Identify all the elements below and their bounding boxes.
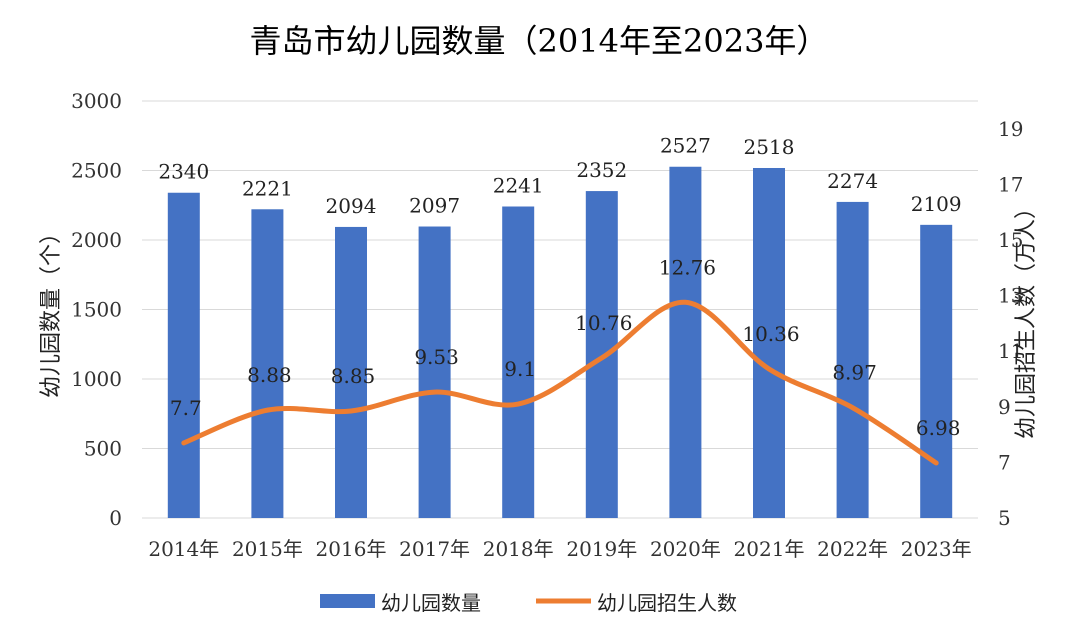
legend-bar-label: 幼儿园数量 (381, 591, 481, 615)
right-tick-label: 5 (998, 506, 1011, 530)
x-axis-ticks: 2014年 2015年 2016年 2017年 2018年 2019年 2020年 2021年… (148, 537, 971, 561)
line-data-label: 10.76 (575, 311, 632, 335)
x-tick-label: 2014年 (148, 537, 219, 561)
left-tick-label: 2000 (71, 228, 122, 252)
bar (920, 224, 953, 518)
bar (502, 206, 535, 518)
x-tick-label: 2023年 (901, 537, 972, 561)
line-data-label: 10.36 (742, 322, 799, 346)
line-data-label: 8.97 (832, 361, 877, 385)
right-axis-label: 幼儿园招生人数（万人） (1014, 197, 1039, 439)
x-tick-label: 2019年 (566, 537, 637, 561)
line-data-label: 9.53 (414, 345, 459, 369)
x-tick-label: 2015年 (232, 537, 303, 561)
line-data-label: 7.7 (170, 396, 202, 420)
bar-data-label: 2109 (911, 192, 962, 216)
line-data-label: 6.98 (916, 416, 961, 440)
right-tick-label: 11 (998, 339, 1023, 363)
legend-line-label: 幼儿园招生人数 (597, 591, 737, 615)
line-data-label: 9.1 (504, 357, 536, 381)
left-tick-label: 2500 (71, 159, 122, 183)
left-axis-ticks: 0 500 1000 1500 2000 2500 3000 (71, 89, 122, 530)
bar-data-label: 2097 (409, 194, 460, 218)
bar-data-label: 2527 (660, 134, 711, 158)
x-tick-label: 2016年 (316, 537, 387, 561)
bar (418, 226, 451, 518)
right-tick-label: 13 (998, 284, 1023, 308)
series-line (181, 299, 939, 466)
right-tick-label: 17 (998, 172, 1023, 196)
left-tick-label: 3000 (71, 89, 122, 113)
bar-data-label: 2274 (827, 169, 878, 193)
chart-title: 青岛市幼儿园数量（2014年至2023年） (250, 22, 829, 60)
line-data-labels: 7.7 8.88 8.85 9.53 9.1 10.76 12.76 10.36 8.97 6.9… (170, 255, 961, 440)
right-tick-label: 19 (998, 117, 1023, 141)
x-tick-label: 2017年 (399, 537, 470, 561)
left-tick-label: 1500 (71, 298, 122, 322)
bar (167, 192, 200, 519)
legend: 幼儿园数量 幼儿园招生人数 (320, 591, 737, 615)
bar (585, 191, 618, 518)
line-data-label: 8.85 (331, 364, 376, 388)
x-tick-label: 2020年 (650, 537, 721, 561)
bar (251, 209, 284, 518)
right-tick-label: 15 (998, 228, 1023, 252)
line-series (181, 299, 939, 466)
x-tick-label: 2021年 (734, 537, 805, 561)
left-tick-label: 0 (109, 506, 122, 530)
right-tick-label: 9 (998, 395, 1011, 419)
bar (836, 201, 869, 518)
bar-series (167, 166, 953, 519)
bar-data-label: 2352 (576, 158, 627, 182)
bar-data-label: 2221 (242, 176, 293, 200)
line-data-label: 8.88 (247, 363, 292, 387)
bar (669, 166, 702, 518)
bar-data-label: 2241 (493, 174, 544, 198)
x-tick-label: 2022年 (817, 537, 888, 561)
legend-bar-swatch (320, 594, 375, 608)
left-tick-label: 1000 (71, 367, 122, 391)
x-tick-label: 2018年 (483, 537, 554, 561)
bar-data-label: 2518 (744, 135, 795, 159)
bar-data-labels: 2340 2221 2094 2097 2241 2352 2527 2518 2274 2109 (158, 134, 961, 218)
left-axis-label: 幼儿园数量（个） (39, 222, 64, 398)
bar (335, 226, 367, 518)
line-data-label: 12.76 (659, 255, 716, 279)
right-axis-ticks: 5 7 9 11 13 15 17 19 (998, 117, 1023, 530)
bar (753, 167, 785, 519)
bar-data-label: 2340 (158, 160, 209, 184)
left-tick-label: 500 (84, 437, 122, 461)
right-tick-label: 7 (998, 450, 1011, 474)
bar-data-label: 2094 (326, 194, 377, 218)
